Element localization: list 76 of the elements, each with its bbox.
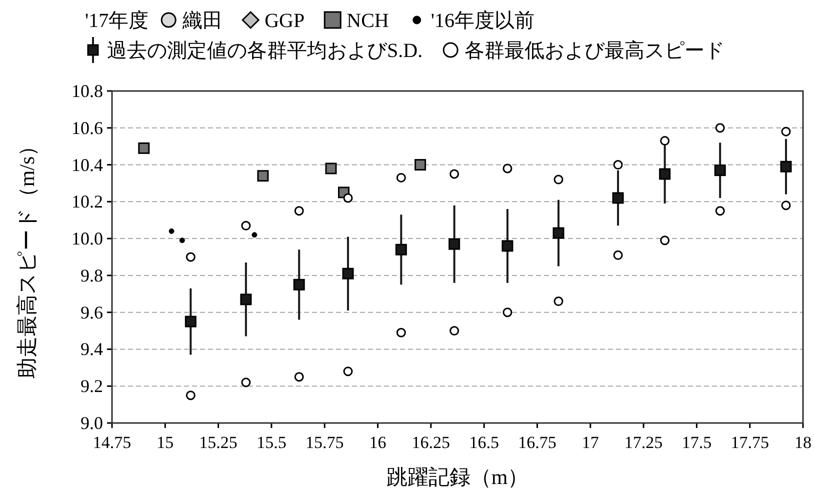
- point: [448, 238, 460, 250]
- point: [502, 308, 512, 318]
- legend-label: 各群最低および最高スピード: [464, 39, 725, 62]
- x-tick-label: 15.5: [256, 433, 286, 452]
- point: [502, 164, 512, 174]
- y-tick-label: 9.2: [80, 376, 103, 396]
- point: [714, 164, 726, 176]
- point: [342, 268, 354, 280]
- y-tick-label: 9.6: [80, 302, 103, 322]
- point: [660, 136, 670, 146]
- point: [450, 169, 460, 179]
- point: [554, 174, 564, 184]
- point: [343, 366, 353, 376]
- point: [293, 278, 305, 290]
- x-tick-label: 17.75: [730, 433, 769, 452]
- y-tick-label: 9.0: [80, 413, 103, 433]
- legend-label: 過去の測定値の各群平均およびS.D.: [107, 40, 423, 62]
- point: [294, 206, 304, 216]
- point: [343, 193, 353, 203]
- point: [252, 232, 258, 238]
- x-axis-title: 跳躍記録（m）: [386, 465, 529, 489]
- point: [780, 160, 792, 172]
- x-tick-label: 17.25: [624, 433, 663, 452]
- point: [186, 390, 196, 400]
- point: [294, 372, 304, 382]
- point: [613, 160, 623, 170]
- point: [241, 378, 251, 388]
- y-tick-label: 10.0: [72, 228, 103, 249]
- y-tick-label: 10.4: [72, 154, 103, 175]
- y-tick-label: 10.6: [72, 118, 103, 138]
- point: [613, 250, 623, 260]
- point: [552, 227, 564, 239]
- x-tick-label: 14.75: [92, 433, 132, 452]
- point: [612, 192, 624, 204]
- point: [186, 252, 196, 262]
- point: [179, 238, 185, 244]
- x-tick-label: 16: [369, 433, 386, 452]
- point: [781, 126, 791, 136]
- y-tick-label: 10.2: [72, 192, 103, 212]
- x-tick-label: 17.5: [682, 433, 712, 452]
- point: [138, 142, 150, 154]
- point: [240, 294, 252, 306]
- point: [241, 220, 251, 230]
- legend-label: '16年度以前: [430, 10, 534, 32]
- x-tick-label: 15: [156, 433, 174, 452]
- point: [325, 162, 337, 174]
- legend-label: GGP: [264, 10, 305, 32]
- x-tick-label: 15.75: [305, 433, 344, 452]
- point: [395, 244, 407, 256]
- point: [660, 236, 670, 246]
- legend-label: NCH: [346, 10, 389, 32]
- y-tick-label: 10.8: [72, 81, 103, 101]
- x-tick-label: 16.25: [412, 433, 450, 452]
- point: [715, 206, 725, 216]
- y-tick-label: 9.8: [80, 265, 103, 286]
- point: [168, 228, 174, 234]
- legend-label: 織田: [182, 10, 223, 32]
- x-tick-label: 17: [582, 433, 600, 452]
- point: [184, 316, 196, 328]
- point: [257, 170, 269, 182]
- point: [414, 159, 426, 171]
- x-tick-label: 16.75: [518, 433, 556, 452]
- point: [781, 200, 791, 210]
- point: [396, 328, 406, 338]
- point: [715, 123, 725, 133]
- legend-title: '17年度: [85, 10, 149, 32]
- y-tick-label: 9.4: [80, 339, 103, 360]
- point: [659, 168, 671, 180]
- x-tick-label: 18: [794, 433, 812, 452]
- point: [450, 326, 460, 336]
- y-axis-title: 助走最高スピード（m/s）: [15, 135, 39, 379]
- x-tick-label: 16.5: [469, 433, 499, 452]
- x-tick-label: 15.25: [199, 433, 238, 452]
- point: [396, 172, 406, 182]
- point: [502, 240, 514, 252]
- point: [554, 296, 564, 306]
